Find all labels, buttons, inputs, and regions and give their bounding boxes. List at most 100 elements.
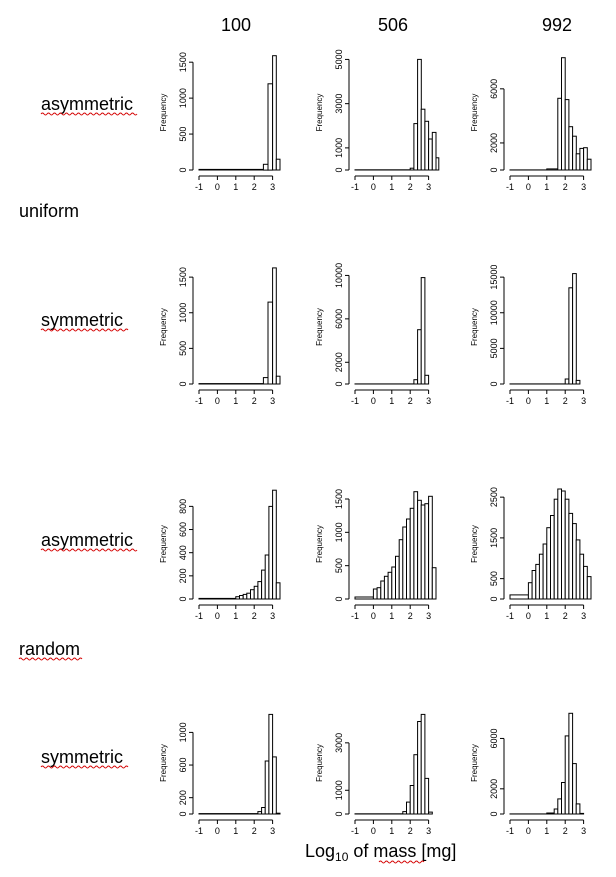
- x-tick-label: 1: [389, 396, 394, 406]
- histogram-bar: [198, 597, 237, 600]
- x-tick-label: 2: [408, 396, 413, 406]
- x-tick-label: -1: [351, 396, 359, 406]
- x-tick-label: -1: [351, 826, 359, 836]
- y-tick-label: 800: [178, 499, 188, 514]
- x-tick-label: 2: [563, 396, 568, 406]
- x-tick-label: 3: [581, 396, 586, 406]
- histogram-bar: [575, 803, 581, 815]
- histogram-panel-1: -1 0 1 2 3 0 500 1000 1500 Frequency: [159, 52, 281, 192]
- histogram-bar: [557, 97, 562, 171]
- x-tick-label: 0: [371, 611, 376, 621]
- row-label-1: asymmetric: [41, 94, 133, 114]
- y-tick-label: 6000: [489, 79, 499, 99]
- y-tick-label: 3000: [334, 94, 344, 114]
- y-axis-label: Frequency: [159, 525, 168, 563]
- x-tick-label: 3: [426, 182, 431, 192]
- group-label-uniform: uniform: [19, 201, 79, 221]
- y-axis-label: Frequency: [159, 744, 168, 782]
- histogram-bar: [264, 760, 270, 815]
- x-axis-title-subscript: 10: [335, 850, 349, 864]
- y-tick-label: 600: [178, 522, 188, 537]
- y-tick-label: 0: [334, 811, 344, 816]
- y-tick-label: 3000: [334, 733, 344, 753]
- histogram-bar: [272, 267, 277, 385]
- y-tick-label: 200: [178, 568, 188, 583]
- histogram-bar: [509, 594, 529, 600]
- spellcheck-underline-row-2: [40, 328, 129, 332]
- spellcheck-underline-mass: [378, 860, 425, 864]
- histogram-bar: [575, 153, 581, 171]
- y-tick-label: 400: [178, 545, 188, 560]
- x-tick-label: 3: [270, 396, 275, 406]
- y-axis-label: Frequency: [315, 94, 324, 132]
- histogram-bar: [424, 777, 430, 815]
- histogram-bar: [435, 157, 440, 171]
- histogram-bar: [395, 555, 400, 600]
- x-tick-label: 1: [544, 396, 549, 406]
- x-tick-label: 3: [581, 826, 586, 836]
- y-tick-label: 2000: [489, 133, 499, 153]
- x-tick-label: -1: [506, 826, 514, 836]
- histogram-panel-10: -1 0 1 2 3 0 200 600 1000 Frequency: [159, 713, 281, 836]
- histogram-bar: [583, 565, 588, 600]
- histogram-bar: [264, 554, 270, 600]
- y-tick-label: 0: [178, 596, 188, 601]
- y-tick-label: 0: [334, 167, 344, 172]
- histogram-bar: [531, 570, 537, 600]
- histogram-bar: [546, 812, 555, 815]
- y-axis-label: Frequency: [315, 744, 324, 782]
- y-axis-label: Frequency: [315, 525, 324, 563]
- histogram-bar: [546, 527, 551, 600]
- histogram-panel-5: -1 0 1 2 3 0 2000 6000 10000 Frequency: [315, 263, 431, 406]
- histogram-bar: [372, 588, 378, 600]
- x-tick-label: 1: [233, 182, 238, 192]
- y-tick-label: 10000: [334, 263, 344, 288]
- y-tick-label: 1000: [178, 303, 188, 323]
- histogram-bar: [376, 587, 382, 600]
- y-tick-label: 1000: [334, 138, 344, 158]
- histogram-bar: [354, 596, 374, 600]
- x-tick-label: 0: [526, 826, 531, 836]
- histogram-bar: [542, 543, 548, 600]
- group-label-random: random: [19, 639, 80, 659]
- x-tick-label: 1: [544, 826, 549, 836]
- y-axis-label: Frequency: [470, 94, 479, 132]
- x-tick-label: -1: [506, 396, 514, 406]
- y-tick-label: 0: [178, 811, 188, 816]
- histogram-bar: [579, 553, 585, 600]
- histogram-bar: [409, 167, 415, 171]
- histogram-bar: [564, 498, 570, 600]
- histogram-bar: [572, 273, 577, 385]
- x-tick-label: 2: [563, 611, 568, 621]
- histogram-bar: [575, 379, 581, 385]
- x-tick-label: -1: [351, 182, 359, 192]
- histogram-bar: [561, 490, 566, 600]
- x-tick-label: 1: [233, 611, 238, 621]
- x-tick-label: 3: [270, 826, 275, 836]
- histogram-bar: [387, 571, 393, 600]
- histogram-bar: [262, 377, 269, 385]
- y-tick-label: 1500: [334, 489, 344, 509]
- histogram-bar: [424, 374, 430, 385]
- x-tick-label: 2: [408, 182, 413, 192]
- histogram-bar: [268, 505, 274, 600]
- histogram-bar: [253, 585, 259, 600]
- histogram-panel-3: -1 0 1 2 3 0 2000 6000 Frequency: [470, 57, 592, 192]
- histogram-bar: [583, 147, 588, 171]
- histogram-bar: [239, 595, 244, 600]
- column-header-2: 506: [378, 15, 408, 35]
- x-tick-label: 0: [371, 182, 376, 192]
- spellcheck-underline-row-4: [40, 765, 129, 769]
- y-tick-label: 0: [178, 167, 188, 172]
- x-tick-label: -1: [195, 396, 203, 406]
- x-tick-label: -1: [351, 611, 359, 621]
- histogram-panel-4: -1 0 1 2 3 0 500 1000 1500 Frequency: [159, 267, 281, 406]
- x-tick-label: 1: [389, 611, 394, 621]
- histogram-bar: [413, 379, 419, 385]
- x-axis-title-rest: of mass [mg]: [348, 841, 456, 861]
- x-tick-label: 1: [544, 182, 549, 192]
- x-tick-label: 2: [563, 182, 568, 192]
- x-tick-label: 2: [252, 826, 257, 836]
- y-tick-label: 500: [178, 127, 188, 142]
- row-labels: asymmetric symmetric asymmetric symmetri…: [40, 94, 138, 769]
